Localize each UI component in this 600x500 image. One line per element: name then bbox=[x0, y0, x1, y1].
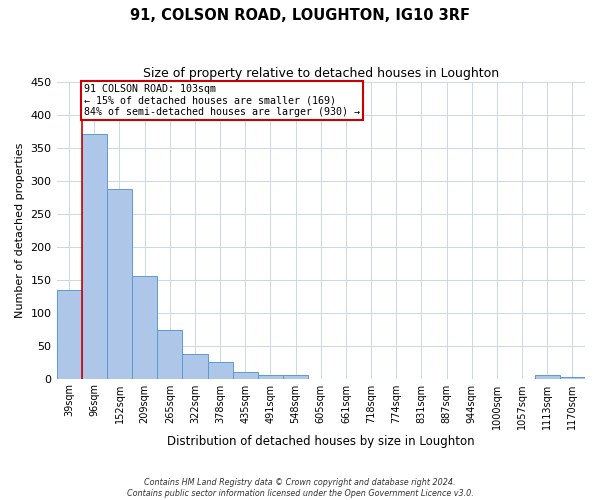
X-axis label: Distribution of detached houses by size in Loughton: Distribution of detached houses by size … bbox=[167, 434, 475, 448]
Bar bbox=[535, 376, 560, 378]
Bar bbox=[132, 276, 157, 378]
Bar bbox=[56, 290, 82, 378]
Y-axis label: Number of detached properties: Number of detached properties bbox=[15, 142, 25, 318]
Bar bbox=[157, 330, 182, 378]
Bar bbox=[233, 372, 258, 378]
Bar bbox=[208, 362, 233, 378]
Text: Contains HM Land Registry data © Crown copyright and database right 2024.
Contai: Contains HM Land Registry data © Crown c… bbox=[127, 478, 473, 498]
Text: 91 COLSON ROAD: 103sqm
← 15% of detached houses are smaller (169)
84% of semi-de: 91 COLSON ROAD: 103sqm ← 15% of detached… bbox=[84, 84, 360, 117]
Bar bbox=[107, 188, 132, 378]
Bar bbox=[182, 354, 208, 378]
Bar bbox=[283, 376, 308, 378]
Title: Size of property relative to detached houses in Loughton: Size of property relative to detached ho… bbox=[143, 68, 499, 80]
Text: 91, COLSON ROAD, LOUGHTON, IG10 3RF: 91, COLSON ROAD, LOUGHTON, IG10 3RF bbox=[130, 8, 470, 22]
Bar bbox=[258, 376, 283, 378]
Bar bbox=[82, 134, 107, 378]
